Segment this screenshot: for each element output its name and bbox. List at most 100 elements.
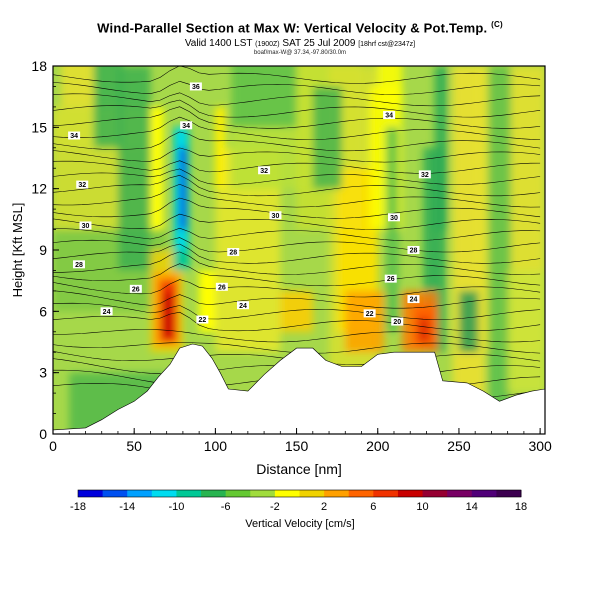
colorbar-swatch [397, 490, 424, 497]
valid-date: SAT 25 Jul 2009 [282, 38, 356, 49]
y-axis: 0 3 6 9 12 15 18 [31, 58, 59, 442]
isentrope-label: 34 [68, 131, 81, 140]
y-tick-label: 3 [39, 365, 47, 381]
isentrope-line [53, 168, 541, 185]
colorbar-label: Vertical Velocity [cm/s] [245, 518, 355, 530]
svg-text:30: 30 [272, 213, 280, 220]
colorbar-tick-label: 6 [370, 501, 376, 513]
y-tick-label: 15 [31, 119, 47, 135]
colorbar-swatch [250, 490, 276, 497]
y-tick-label: 12 [31, 181, 47, 197]
terrain-mask [53, 343, 545, 434]
x-tick-label: 300 [528, 438, 552, 454]
w-field-patch [507, 270, 545, 394]
isentrope-line [53, 263, 541, 287]
svg-text:28: 28 [229, 250, 237, 257]
x-tick-label: 100 [204, 438, 228, 454]
isentrope-line [53, 197, 541, 219]
colorbar-swatch [274, 490, 300, 497]
svg-text:22: 22 [366, 311, 374, 318]
svg-text:32: 32 [260, 168, 268, 175]
isentrope-label: 32 [76, 180, 89, 189]
colorbar-tick-label: 10 [416, 501, 428, 513]
svg-text:34: 34 [385, 113, 393, 120]
colorbar-tick-label: -14 [119, 501, 135, 513]
w-field-patch [61, 66, 94, 107]
w-field-patch [458, 290, 479, 353]
w-field-patch [434, 66, 448, 230]
valid-time-utc: (1900Z) [255, 41, 280, 48]
isentrope-label: 32 [418, 170, 431, 179]
colorbar-tick-label: -10 [168, 501, 184, 513]
isentrope-label: 26 [129, 284, 142, 293]
isentrope-line [53, 131, 541, 152]
svg-text:30: 30 [82, 223, 90, 230]
svg-text:26: 26 [132, 286, 140, 293]
isentrope-label: 22 [363, 309, 376, 318]
svg-text:30: 30 [390, 215, 398, 222]
svg-text:36: 36 [192, 84, 200, 91]
isentrope-line [53, 251, 541, 275]
isentrope-line [53, 329, 541, 343]
isentrope-label: 30 [387, 213, 400, 222]
isentrope-label: 22 [196, 315, 209, 324]
x-axis: 0 50 100 150 200 250 300 [49, 428, 552, 454]
isentrope-line [53, 66, 541, 84]
isentrope-label: 28 [227, 248, 240, 257]
chart-title: Wind-Parallel Section at Max W: Vertical… [0, 20, 600, 35]
svg-text:32: 32 [78, 182, 86, 189]
y-axis-title: Height [Kft MSL] [10, 203, 25, 298]
isentrope-label: 34 [383, 111, 396, 120]
isentrope-line [53, 175, 541, 197]
colorbar-swatch [471, 490, 497, 497]
isentrope-label: 28 [407, 246, 420, 255]
x-tick-label: 0 [49, 438, 57, 454]
colorbar-swatch [447, 490, 473, 497]
colorbar-tick-label: 18 [515, 501, 527, 513]
colorbar-swatch [102, 490, 128, 497]
valid-time: Valid 1400 LST [184, 38, 253, 49]
colorbar-swatch [127, 490, 153, 497]
isentrope-label: 32 [258, 166, 271, 175]
isentrope-label: 20 [391, 317, 404, 326]
isentrope-label: 28 [72, 260, 85, 269]
isentrope-line [53, 147, 541, 163]
svg-text:24: 24 [239, 303, 247, 310]
isentrope-label: 30 [269, 211, 282, 220]
plot-area [53, 66, 545, 434]
colorbar-tick-label: 14 [466, 501, 478, 513]
y-tick-label: 6 [39, 303, 47, 319]
svg-text:22: 22 [198, 317, 206, 324]
svg-text:26: 26 [387, 276, 395, 283]
colorbar: -18 -14 -10 -6 -2 2 6 10 14 18 [70, 489, 527, 513]
colorbar-swatch [422, 490, 448, 497]
chart-credit: boaf/max-W@ 37.34,-97.80/30.0m [253, 50, 347, 56]
isentrope-line [53, 160, 541, 174]
isentrope-label: 24 [100, 307, 113, 316]
isentrope-label: 24 [236, 301, 249, 310]
colorbar-swatch [201, 490, 227, 497]
isentrope-label: 24 [407, 295, 420, 304]
svg-text:24: 24 [103, 309, 111, 316]
colorbar-swatch [299, 490, 325, 497]
isentrope-label: 26 [384, 274, 397, 283]
colorbar-swatch [348, 490, 374, 497]
w-field-patch [231, 66, 297, 128]
w-field-patch [312, 86, 343, 189]
isentrope-line [53, 106, 541, 129]
svg-text:24: 24 [410, 297, 418, 304]
isentrope-line [53, 116, 541, 140]
isentrope-line [53, 302, 541, 320]
chart-subtitle: Valid 1400 LST (1900Z) SAT 25 Jul 2009 [… [0, 38, 600, 49]
isentrope-label: 26 [215, 282, 228, 291]
isentrope-line [53, 279, 541, 298]
w-field-patch [93, 66, 123, 148]
colorbar-swatch [324, 490, 350, 497]
colorbar-swatch [176, 490, 202, 497]
colorbar-tick-label: 2 [321, 501, 327, 513]
isentrope-line [53, 290, 541, 309]
isentrope-label: 34 [180, 121, 193, 130]
colorbar-swatch [225, 490, 251, 497]
y-tick-label: 0 [39, 426, 47, 442]
